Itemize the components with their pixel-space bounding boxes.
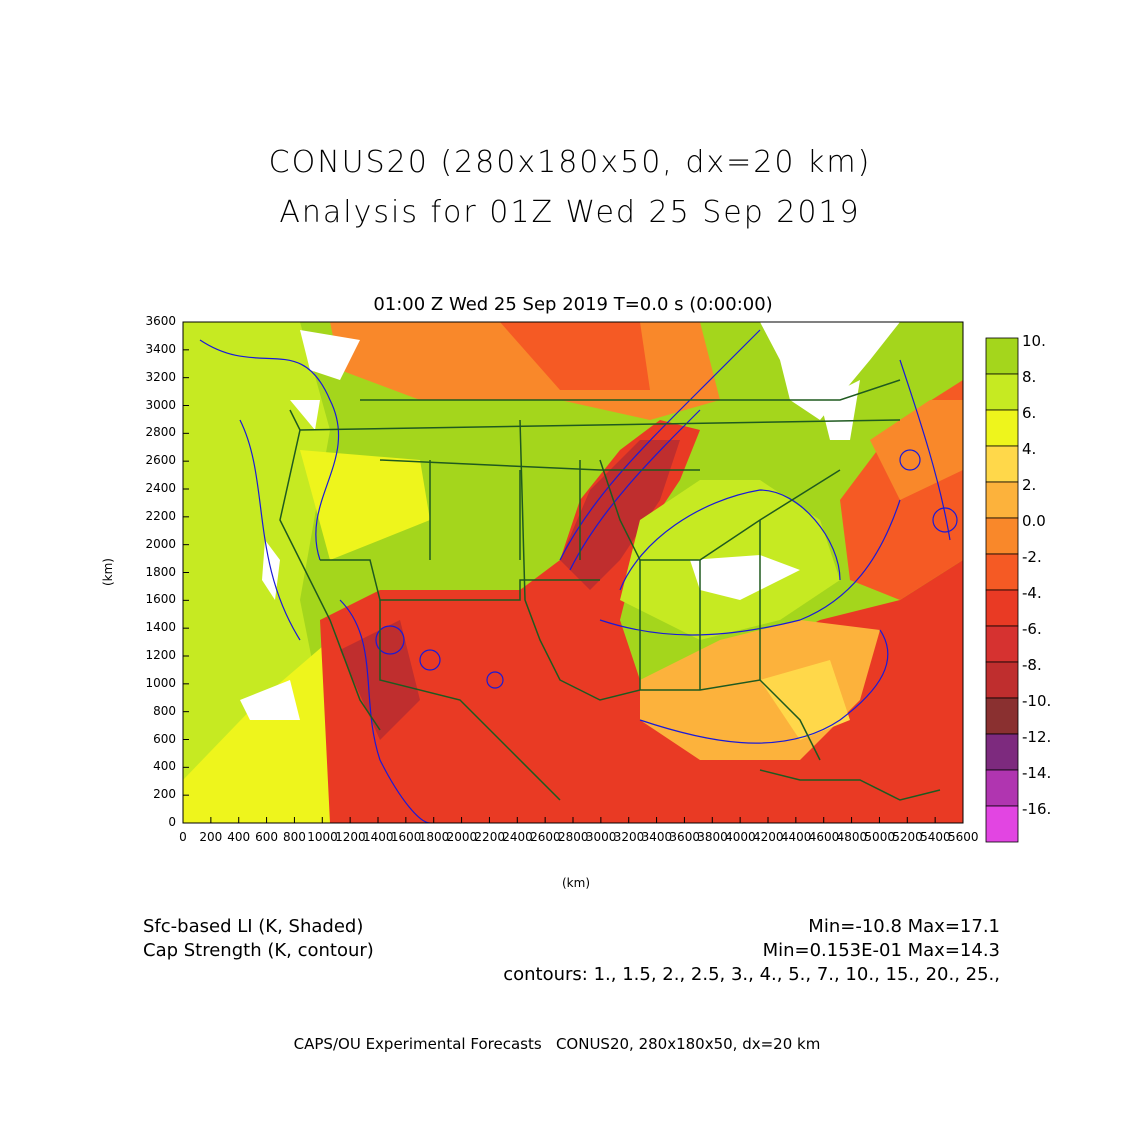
y-tick-label: 1400 [145,620,176,635]
title-line-1: CONUS20 (280x180x50, dx=20 km) [268,145,872,180]
x-tick-label: 1000 [307,830,338,844]
x-tick-label: 4600 [808,830,840,844]
field1-range: Min=-10.8 Max=17.1 [808,916,1000,937]
y-tick-label: 1800 [145,564,176,579]
y-axis-label: (km) [101,557,116,587]
y-tick-label: 3200 [145,369,176,384]
colorbar-label: -16. [1022,800,1052,818]
y-tick-label: 800 [153,703,176,718]
x-tick-label: 4400 [780,830,812,844]
colorbar-swatch [985,733,1019,771]
colorbar-label: -14. [1022,764,1052,782]
x-tick-label: 4000 [725,830,756,844]
colorbar-swatch [985,373,1019,411]
x-tick-label: 3600 [669,830,700,844]
y-tick-label: 3000 [145,397,176,412]
y-tick-label: 1200 [145,648,176,662]
contours [199,329,958,823]
colorbar-swatch [985,481,1019,519]
x-tick-label: 5400 [920,830,951,844]
x-tick-label: 2600 [530,830,561,844]
colorbar-label: -4. [1022,584,1042,602]
x-axis-label: (km) [562,876,591,890]
y-tick-label: 0 [168,815,176,829]
x-tick-label: 200 [199,830,223,844]
colorbar-swatch [985,625,1019,663]
x-tick-label: 2000 [446,830,478,844]
x-tick-label: 400 [227,830,251,844]
colorbar-swatch [985,517,1019,555]
colorbar-swatch [985,409,1019,447]
contour-levels: contours: 1., 1.5, 2., 2.5, 3., 4., 5., … [503,964,1000,985]
y-ticks [183,321,189,824]
x-tick-label: 3800 [697,830,728,844]
y-tick-label: 2000 [145,536,176,551]
colorbar-label: -12. [1022,728,1052,746]
colorbar-label: 8. [1022,368,1037,386]
field1-label: Sfc-based LI (K, Shaded) [143,916,364,937]
colorbar-swatch [985,589,1019,627]
colorbar-label: -2. [1022,548,1042,566]
x-tick-label: 1800 [418,830,450,844]
y-tick-label: 400 [153,759,176,774]
x-tick-label: 4200 [753,830,784,844]
colorbar-swatch [985,337,1019,375]
field2-label: Cap Strength (K, contour) [143,940,374,961]
colorbar-swatch [985,697,1019,735]
colorbar-swatch [985,769,1019,807]
y-tick-label: 3400 [145,341,176,356]
y-tick-label: 600 [153,731,176,746]
x-tick-label: 5000 [864,830,895,844]
colorbar-label: 0.0 [1022,512,1046,530]
colorbar-label: 6. [1022,404,1037,422]
x-tick-label: 2400 [502,830,533,844]
y-tick-label: 2600 [145,453,176,468]
x-tick-label: 4800 [836,830,868,844]
y-tick-label: 2800 [145,425,176,440]
colorbar-label: 4. [1022,440,1037,458]
title-line-2: Analysis for 01Z Wed 25 Sep 2019 [279,195,861,230]
colorbar-label: -8. [1022,656,1042,674]
y-tick-label: 1600 [145,592,176,607]
colorbar-label: 2. [1022,476,1037,494]
political-boundaries [279,379,941,801]
x-tick-label: 0 [179,830,187,844]
x-tick-label: 5600 [948,830,979,844]
x-tick-label: 3400 [641,830,673,844]
y-tick-label: 3600 [145,314,176,328]
colorbar-swatch [985,661,1019,699]
x-tick-label: 3200 [613,830,645,844]
x-tick-label: 1200 [335,830,366,844]
colorbar-swatch [985,553,1019,591]
x-tick-label: 1400 [363,830,394,844]
shaded-field [183,322,963,823]
x-tick-label: 800 [282,830,306,844]
colorbar-label: -6. [1022,620,1042,638]
footer-credit: CAPS/OU Experimental Forecasts CONUS20, … [293,1035,821,1053]
y-tick-label: 1000 [145,675,176,690]
y-tick-label: 2200 [145,508,176,523]
x-tick-label: 1600 [390,830,422,844]
x-tick-label: 3000 [585,830,617,844]
colorbar [985,337,1019,843]
colorbar-swatch [985,805,1019,843]
x-tick-label: 2800 [558,830,589,844]
y-tick-label: 200 [153,787,176,802]
map-subtitle: 01:00 Z Wed 25 Sep 2019 T=0.0 s (0:00:00… [373,294,773,315]
x-ticks [182,817,964,823]
colorbar-label: 10. [1022,332,1046,350]
x-tick-label: 5200 [892,830,923,844]
x-tick-label: 600 [255,830,279,844]
colorbar-label: -10. [1022,692,1052,710]
field2-range: Min=0.153E-01 Max=14.3 [762,940,1000,961]
colorbar-swatch [985,445,1019,483]
x-tick-label: 2200 [474,830,505,844]
y-tick-label: 2400 [145,481,176,495]
